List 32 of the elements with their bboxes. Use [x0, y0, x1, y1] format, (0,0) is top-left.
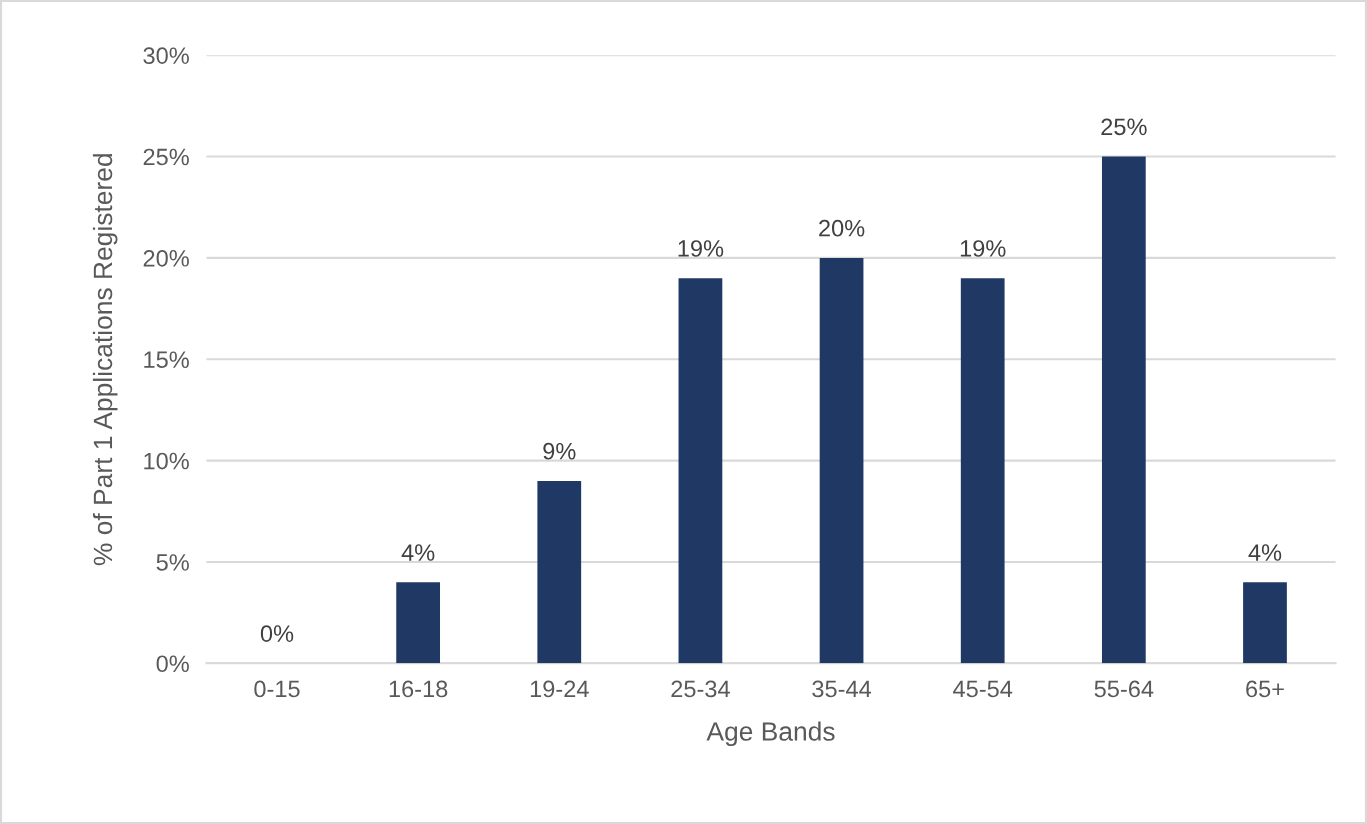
bar	[819, 257, 864, 664]
bar	[1243, 582, 1287, 664]
y-tick-label: 15%	[144, 351, 189, 369]
data-label: 20%	[819, 219, 865, 237]
y-tick-label: 25%	[143, 148, 189, 166]
data-label: 0%	[260, 625, 294, 642]
x-tick-label: 35-44	[812, 680, 872, 698]
bar	[960, 278, 1005, 664]
bar	[678, 278, 723, 664]
data-label: 19%	[678, 240, 724, 257]
bar	[1101, 156, 1146, 664]
x-tick-label: 19-24	[530, 680, 589, 698]
x-axis-title: Age Bands	[706, 721, 835, 747]
data-label: 25%	[1101, 118, 1147, 136]
y-tick-label: 5%	[156, 554, 189, 571]
bar	[396, 582, 441, 664]
data-label: 9%	[543, 442, 576, 460]
data-label: 4%	[1248, 544, 1282, 561]
x-tick-label: 25-34	[671, 680, 730, 698]
bar	[537, 480, 582, 664]
x-tick-label: 55-64	[1094, 680, 1154, 698]
x-tick-label: 0-15	[254, 680, 300, 698]
y-tick-label: 30%	[143, 47, 189, 64]
data-label: 4%	[401, 544, 435, 561]
y-axis-title: % of Part 1 Applications Registered	[92, 154, 118, 566]
data-label: 19%	[960, 240, 1006, 257]
x-tick-label: 65+	[1246, 680, 1284, 698]
y-tick-label: 20%	[143, 249, 189, 267]
x-tick-label: 45-54	[953, 680, 1013, 698]
x-tick-label: 16-18	[389, 680, 448, 698]
y-tick-label: 0%	[156, 655, 189, 673]
y-tick-label: 10%	[144, 452, 189, 470]
